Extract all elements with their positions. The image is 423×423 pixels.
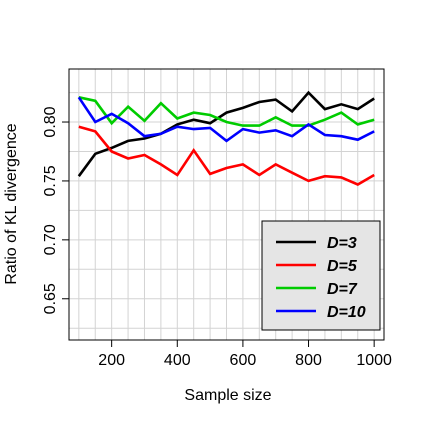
legend: D=3 D=5 D=7 D=10 [261, 220, 381, 331]
y-tick-label: 0.70 [42, 224, 59, 255]
y-tick-label: 0.65 [42, 283, 59, 314]
series-lines [77, 90, 375, 186]
legend-label-d-5: D=5 [327, 258, 358, 275]
y-tick-label: 0.75 [42, 165, 59, 196]
y-axis: 0.65 0.70 0.75 0.80 [42, 106, 70, 314]
series-line-d-3 [77, 90, 375, 177]
y-tick-label: 0.80 [42, 106, 59, 137]
series-line-d-5 [78, 125, 375, 186]
legend-label-d-10: D=10 [327, 304, 366, 321]
series-line-d-7 [78, 96, 375, 127]
x-axis: 200 400 600 800 1000 [98, 339, 392, 369]
x-tick-label: 1000 [356, 352, 392, 369]
x-tick-label: 200 [98, 352, 125, 369]
x-axis-title: Sample size [184, 387, 271, 404]
series-line-d-10 [77, 96, 375, 143]
x-tick-label: 600 [230, 352, 257, 369]
x-tick-label: 400 [164, 352, 191, 369]
y-axis-title: Ratio of KL divergence [3, 123, 20, 284]
legend-label-d-3: D=3 [327, 235, 357, 252]
x-tick-label: 800 [295, 352, 322, 369]
legend-label-d-7: D=7 [327, 281, 358, 298]
